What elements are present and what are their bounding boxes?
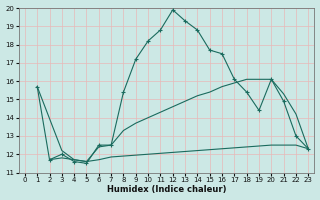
X-axis label: Humidex (Indice chaleur): Humidex (Indice chaleur) (107, 185, 226, 194)
